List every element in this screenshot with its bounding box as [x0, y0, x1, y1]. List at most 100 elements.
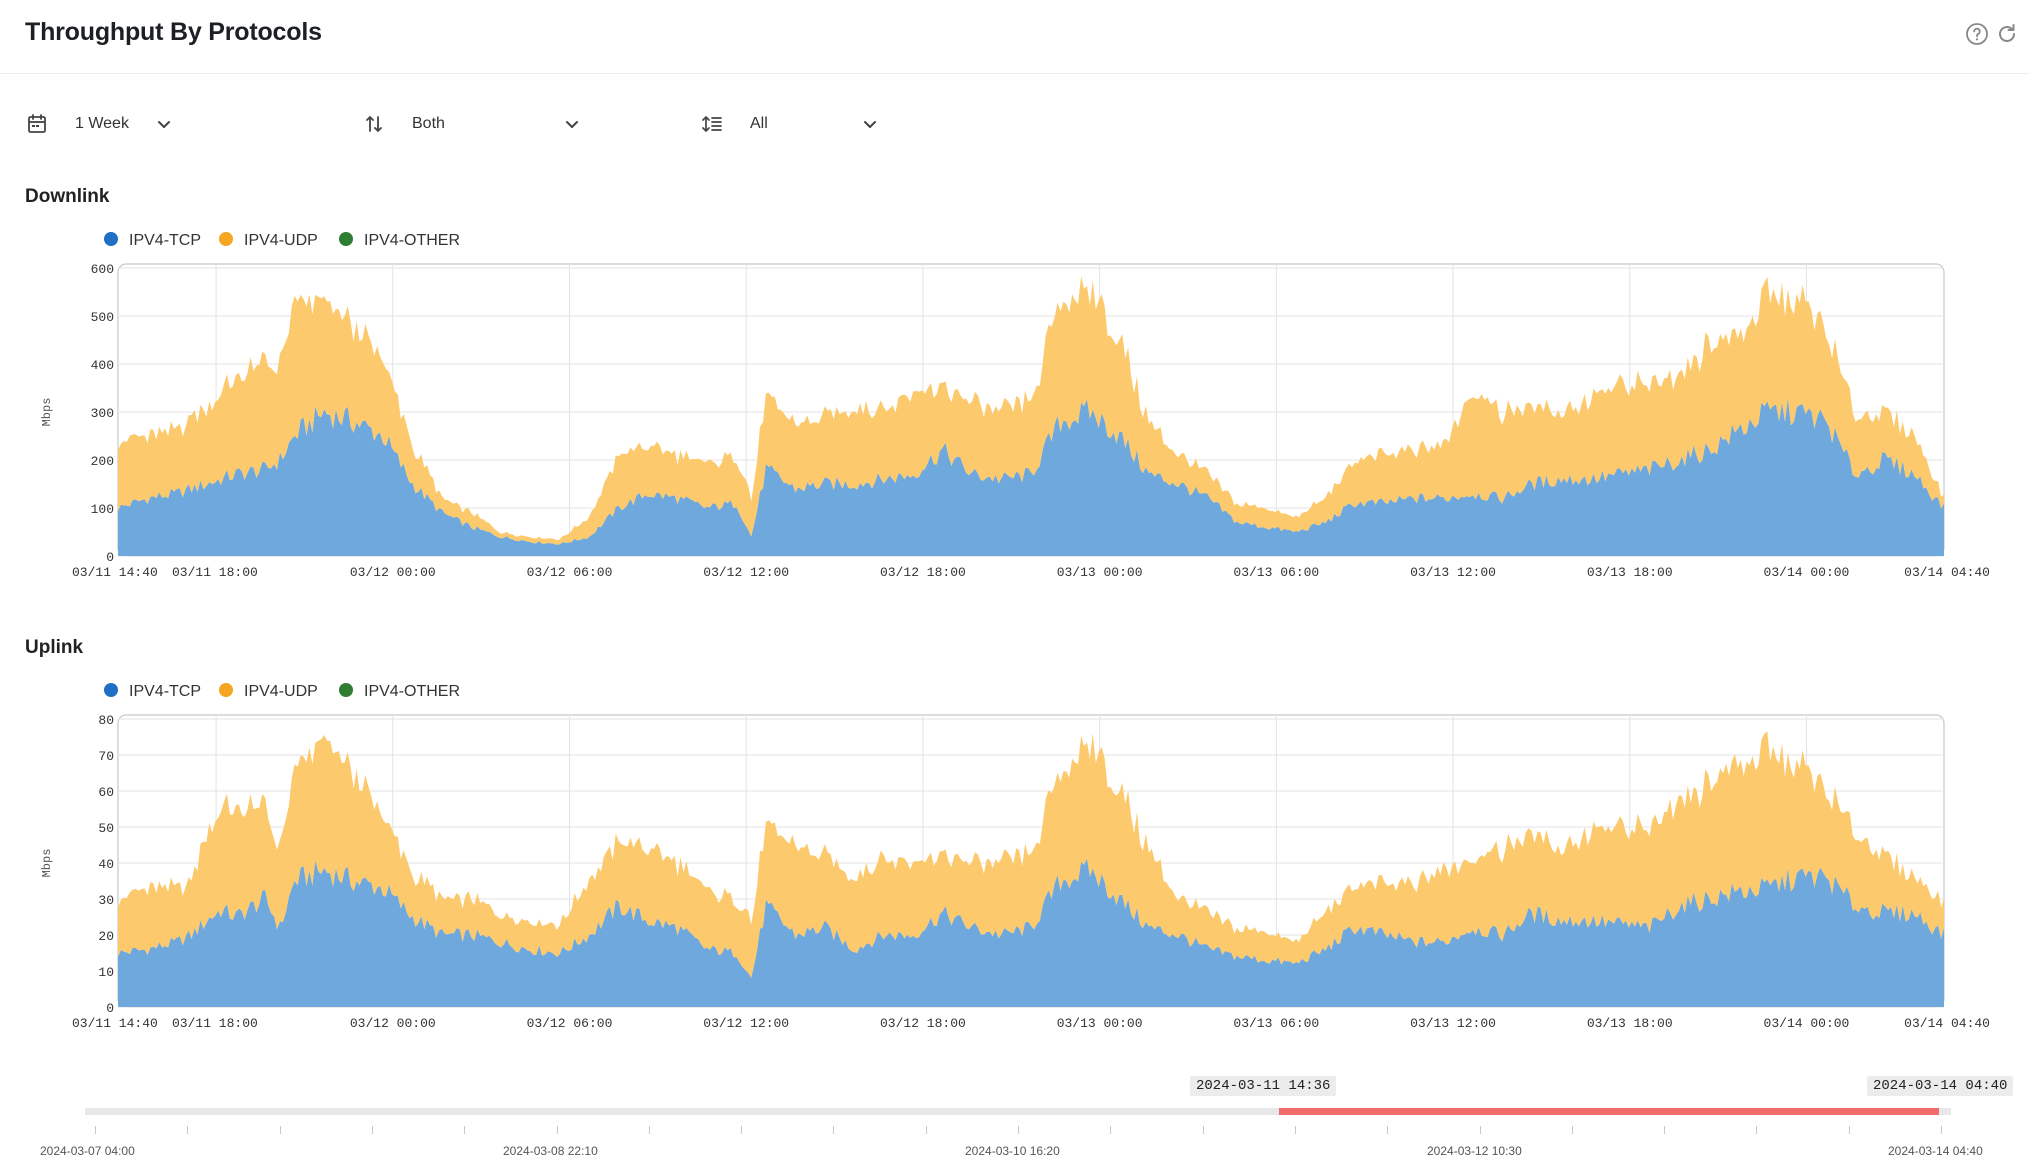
area-series-ipv4-tcp[interactable] [118, 397, 1944, 556]
time-brush[interactable]: 2024-03-11 14:36 2024-03-14 04:40 2024-0… [0, 1060, 2029, 1173]
filter-toolbar: 1 Week Both All [0, 104, 2029, 144]
brush-axis-label: 2024-03-08 22:10 [503, 1144, 598, 1158]
legend-swatch [339, 232, 353, 246]
x-tick-label: 03/11 14:40 [72, 1016, 158, 1031]
y-tick-label: 60 [98, 785, 114, 800]
x-tick-label: 03/13 18:00 [1587, 1016, 1673, 1031]
direction-select[interactable]: Both [360, 104, 590, 144]
y-tick-label: 0 [106, 1001, 114, 1016]
legend-swatch [104, 232, 118, 246]
brush-tick [1571, 1126, 1573, 1134]
brush-tick [741, 1126, 743, 1134]
y-tick-label: 50 [98, 821, 114, 836]
legend-item-ipv4-udp[interactable]: IPV4-UDP [219, 232, 318, 249]
brush-tick [279, 1126, 281, 1134]
brush-axis-label: 2024-03-12 10:30 [1427, 1144, 1522, 1158]
x-tick-label: 03/12 00:00 [350, 1016, 436, 1031]
page-title: Throughput By Protocols [25, 18, 322, 46]
refresh-icon[interactable] [1995, 22, 2019, 46]
brush-tick [833, 1126, 835, 1134]
area-series-ipv4-udp[interactable] [118, 731, 1944, 978]
brush-tick [1664, 1126, 1666, 1134]
x-tick-label: 03/13 12:00 [1410, 565, 1496, 580]
y-tick-label: 70 [98, 749, 114, 764]
y-tick-label: 0 [106, 550, 114, 565]
brush-tick [648, 1126, 650, 1134]
list-filter-icon [700, 112, 724, 136]
uplink-chart: IPV4-TCP IPV4-UDP IPV4-OTHER 0 10 20 30 40 50 60 7… [40, 683, 1990, 1031]
y-tick-label: 20 [98, 929, 114, 944]
x-tick-label: 03/12 18:00 [880, 1016, 966, 1031]
x-tick-label: 03/14 04:40 [1904, 565, 1990, 580]
legend-swatch [339, 683, 353, 697]
x-tick-label: 03/13 00:00 [1057, 565, 1143, 580]
legend-label: IPV4-TCP [129, 232, 201, 249]
time-range-value: 1 Week [75, 115, 129, 132]
brush-tick [187, 1126, 189, 1134]
x-tick-label: 03/11 18:00 [172, 1016, 258, 1031]
legend-swatch [219, 683, 233, 697]
filter-select[interactable]: All [698, 104, 898, 144]
brush-end-label: 2024-03-14 04:40 [1867, 1076, 2014, 1096]
x-tick-label: 03/14 04:40 [1904, 1016, 1990, 1031]
page-header: Throughput By Protocols [0, 0, 2029, 74]
y-tick-label: 100 [91, 502, 114, 517]
y-tick-label: 200 [91, 454, 114, 469]
x-tick-label: 03/14 00:00 [1764, 1016, 1850, 1031]
legend-label: IPV4-UDP [244, 683, 318, 700]
brush-tick [95, 1126, 96, 1134]
y-tick-label: 600 [91, 262, 114, 277]
filter-value: All [750, 115, 768, 132]
x-tick-label: 03/12 06:00 [527, 1016, 613, 1031]
legend-swatch [219, 232, 233, 246]
brush-selection[interactable] [1279, 1108, 1939, 1115]
y-axis-label: Mbps [40, 849, 54, 878]
brush-tick [464, 1126, 466, 1134]
x-tick-label: 03/11 18:00 [172, 565, 258, 580]
help-circle-icon[interactable] [1965, 22, 1989, 46]
legend-item-ipv4-other[interactable]: IPV4-OTHER [339, 683, 460, 700]
brush-tick [1941, 1126, 1942, 1134]
x-tick-label: 03/13 18:00 [1587, 565, 1673, 580]
y-tick-label: 80 [98, 713, 114, 728]
legend-label: IPV4-OTHER [364, 683, 460, 700]
x-tick-label: 03/13 12:00 [1410, 1016, 1496, 1031]
x-tick-label: 03/12 00:00 [350, 565, 436, 580]
legend-label: IPV4-TCP [129, 683, 201, 700]
legend-swatch [104, 683, 118, 697]
legend-item-ipv4-udp[interactable]: IPV4-UDP [219, 683, 318, 700]
area-series-ipv4-tcp[interactable] [118, 858, 1944, 1007]
brush-tick [556, 1126, 558, 1134]
x-tick-label: 03/12 12:00 [703, 565, 789, 580]
brush-tick [925, 1126, 927, 1134]
brush-tick [1756, 1126, 1758, 1134]
time-range-select[interactable]: 1 Week [0, 104, 200, 144]
y-axis-label: Mbps [40, 398, 54, 427]
brush-tick [1479, 1126, 1481, 1134]
x-tick-label: 03/12 06:00 [527, 565, 613, 580]
brush-axis-label: 2024-03-14 04:40 [1888, 1144, 1983, 1158]
legend-item-ipv4-other[interactable]: IPV4-OTHER [339, 232, 460, 249]
y-tick-label: 300 [91, 406, 114, 421]
y-tick-label: 400 [91, 358, 114, 373]
y-tick-label: 40 [98, 857, 114, 872]
brush-tick [1110, 1126, 1112, 1134]
brush-tick [1387, 1126, 1389, 1134]
x-tick-label: 03/14 00:00 [1764, 565, 1850, 580]
brush-tick [371, 1126, 373, 1134]
y-tick-label: 10 [98, 965, 114, 980]
legend-item-ipv4-tcp[interactable]: IPV4-TCP [104, 683, 201, 700]
x-tick-label: 03/13 06:00 [1233, 565, 1319, 580]
y-tick-label: 30 [98, 893, 114, 908]
brush-tick [1848, 1126, 1850, 1134]
legend-label: IPV4-UDP [244, 232, 318, 249]
legend-label: IPV4-OTHER [364, 232, 460, 249]
sort-arrows-icon [362, 112, 386, 136]
brush-axis-label: 2024-03-10 16:20 [965, 1144, 1060, 1158]
brush-start-label: 2024-03-11 14:36 [1190, 1076, 1337, 1096]
area-series-ipv4-udp[interactable] [118, 276, 1944, 545]
y-tick-label: 500 [91, 310, 114, 325]
brush-track[interactable] [85, 1108, 1951, 1115]
legend-item-ipv4-tcp[interactable]: IPV4-TCP [104, 232, 201, 249]
x-tick-label: 03/12 12:00 [703, 1016, 789, 1031]
